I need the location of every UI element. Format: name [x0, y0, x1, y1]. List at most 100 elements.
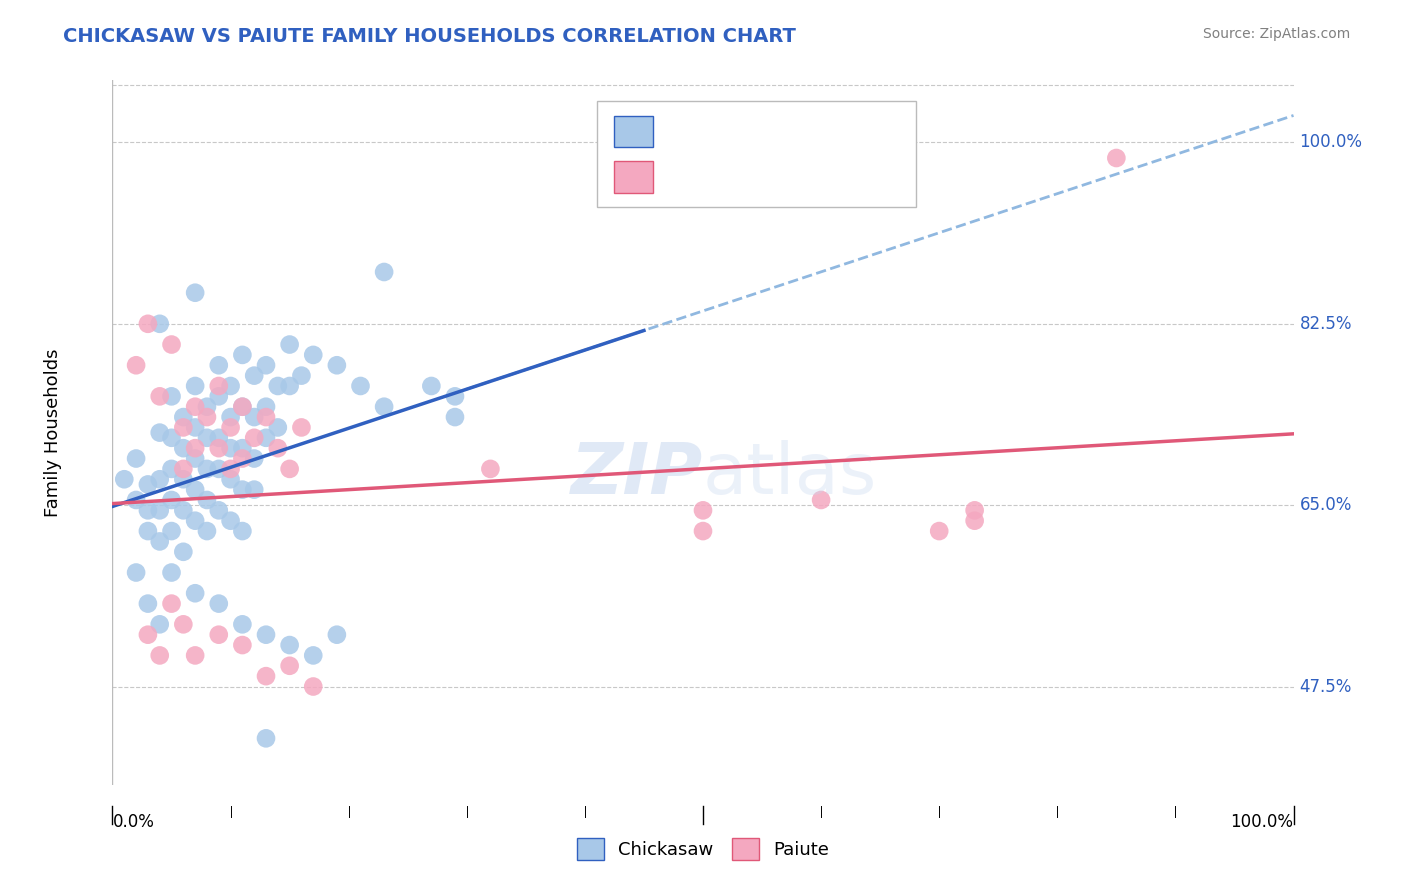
Point	[125, 493, 148, 508]
Point	[219, 472, 242, 486]
Point	[254, 410, 277, 425]
Point	[231, 400, 253, 414]
Point	[231, 638, 253, 652]
Point	[254, 628, 277, 642]
Point	[302, 648, 325, 663]
Point	[184, 648, 207, 663]
Point	[184, 451, 207, 466]
Point	[290, 368, 312, 383]
Point	[136, 597, 159, 611]
Point	[267, 420, 290, 434]
Point	[420, 379, 443, 393]
Point	[195, 410, 218, 425]
Point	[208, 503, 231, 517]
Point	[231, 441, 253, 455]
Point	[444, 389, 467, 403]
Point	[302, 680, 325, 694]
Text: 100.0%: 100.0%	[1299, 134, 1362, 152]
Point	[160, 389, 183, 403]
Point	[172, 545, 194, 559]
Text: R = 0.264   N = 38: R = 0.264 N = 38	[669, 168, 841, 186]
Point	[290, 420, 312, 434]
Point	[160, 493, 183, 508]
Text: R = 0.210   N = 79: R = 0.210 N = 79	[669, 122, 841, 140]
Point	[149, 472, 172, 486]
Text: ZIP: ZIP	[571, 441, 703, 509]
Point	[254, 358, 277, 372]
Point	[172, 472, 194, 486]
Point	[243, 410, 266, 425]
Text: 0.0%: 0.0%	[112, 814, 155, 831]
Point	[810, 493, 832, 508]
Point	[278, 658, 301, 673]
Text: 47.5%: 47.5%	[1299, 678, 1351, 696]
Text: CHICKASAW VS PAIUTE FAMILY HOUSEHOLDS CORRELATION CHART: CHICKASAW VS PAIUTE FAMILY HOUSEHOLDS CO…	[63, 27, 796, 45]
Point	[267, 441, 290, 455]
Point	[136, 503, 159, 517]
Point	[184, 586, 207, 600]
Point	[112, 472, 135, 486]
Point	[373, 265, 395, 279]
Point	[963, 503, 986, 517]
Point	[219, 441, 242, 455]
Point	[373, 400, 395, 414]
Point	[231, 400, 253, 414]
Point	[160, 462, 183, 476]
Point	[195, 400, 218, 414]
Point	[254, 669, 277, 683]
Point	[692, 524, 714, 538]
Point	[231, 524, 253, 538]
Legend: Chickasaw, Paiute: Chickasaw, Paiute	[569, 831, 837, 868]
Point	[243, 431, 266, 445]
Point	[326, 358, 349, 372]
Point	[195, 431, 218, 445]
Point	[254, 400, 277, 414]
Point	[172, 410, 194, 425]
Point	[125, 566, 148, 580]
Point	[136, 317, 159, 331]
Text: Family Households: Family Households	[45, 349, 62, 516]
Point	[267, 379, 290, 393]
Point	[219, 420, 242, 434]
Point	[219, 410, 242, 425]
Point	[208, 597, 231, 611]
Point	[444, 410, 467, 425]
Point	[208, 431, 231, 445]
Point	[184, 400, 207, 414]
Point	[231, 348, 253, 362]
FancyBboxPatch shape	[614, 116, 654, 147]
Point	[149, 648, 172, 663]
Point	[243, 451, 266, 466]
Point	[208, 441, 231, 455]
Point	[172, 503, 194, 517]
Point	[231, 617, 253, 632]
Point	[172, 462, 194, 476]
Point	[219, 379, 242, 393]
Point	[172, 441, 194, 455]
Point	[195, 462, 218, 476]
Text: 82.5%: 82.5%	[1299, 315, 1353, 333]
Point	[479, 462, 502, 476]
Point	[278, 462, 301, 476]
Point	[208, 462, 231, 476]
Point	[302, 348, 325, 362]
Point	[125, 451, 148, 466]
Point	[349, 379, 371, 393]
Point	[195, 493, 218, 508]
Point	[184, 379, 207, 393]
Point	[208, 389, 231, 403]
Point	[149, 534, 172, 549]
Point	[208, 628, 231, 642]
Point	[254, 731, 277, 746]
Point	[160, 524, 183, 538]
Point	[231, 451, 253, 466]
Point	[136, 628, 159, 642]
Text: Source: ZipAtlas.com: Source: ZipAtlas.com	[1202, 27, 1350, 41]
Point	[254, 431, 277, 445]
Point	[692, 503, 714, 517]
Point	[231, 483, 253, 497]
Point	[184, 285, 207, 300]
Point	[172, 617, 194, 632]
Point	[149, 317, 172, 331]
Point	[160, 337, 183, 351]
